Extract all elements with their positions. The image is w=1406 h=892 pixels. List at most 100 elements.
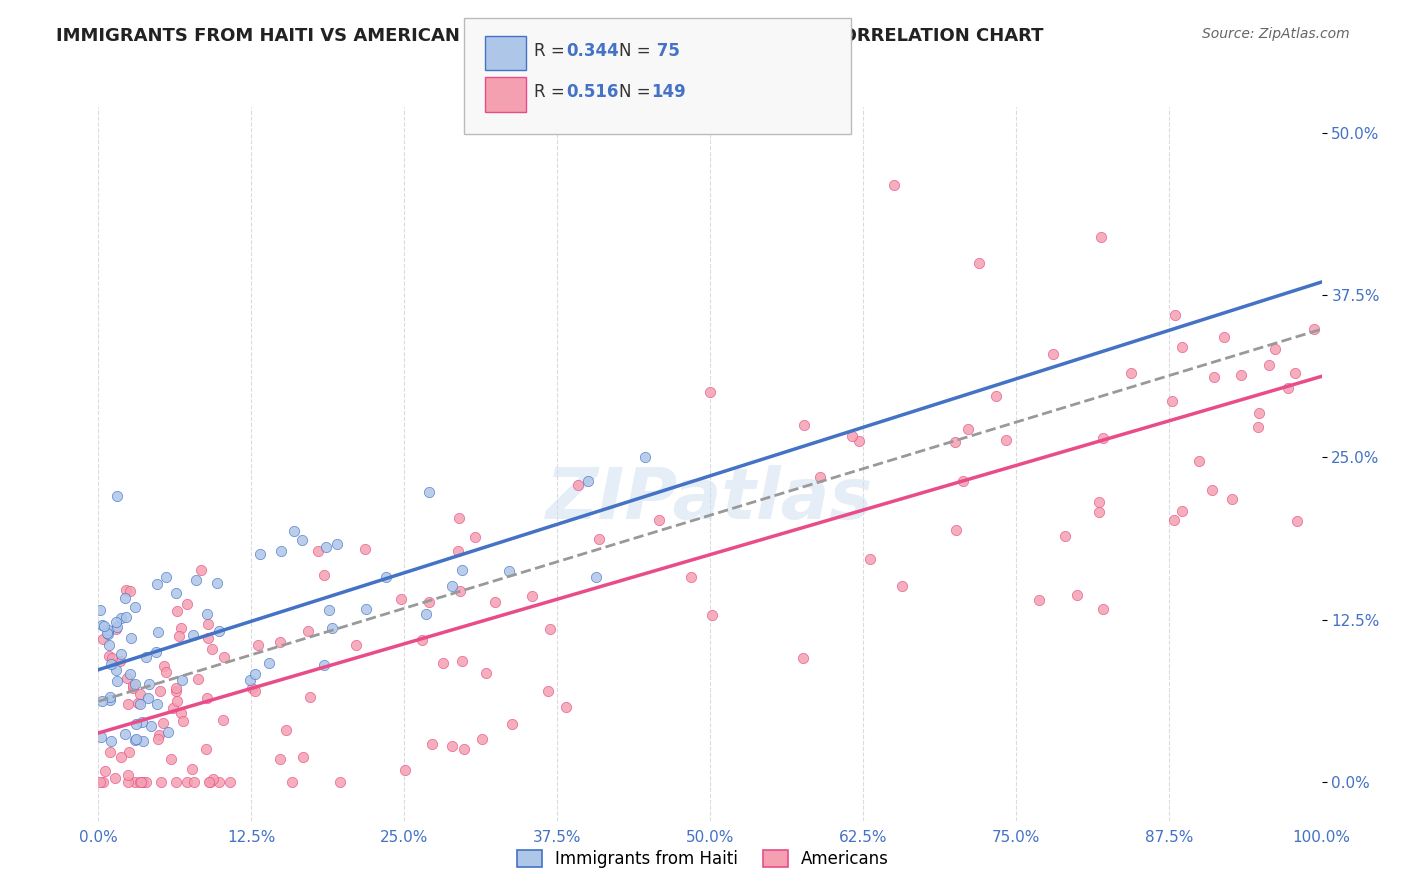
Point [1220, 492, 1243, 507]
Point [585, 570, 607, 584]
Point [176, 774, 198, 789]
Point [540, 622, 562, 636]
Point [165, 681, 187, 696]
Point [176, 597, 198, 611]
Point [98, 648, 121, 663]
Text: 0.344: 0.344 [567, 42, 620, 60]
Point [105, 673, 128, 688]
Point [808, 469, 831, 483]
Point [1160, 393, 1182, 408]
Point [211, 714, 233, 728]
Point [124, 731, 146, 746]
Point [197, 632, 219, 646]
Point [1201, 483, 1223, 497]
Point [952, 474, 974, 488]
Point [141, 719, 163, 733]
Point [89, 603, 111, 617]
Point [97, 623, 120, 637]
Point [1277, 381, 1299, 395]
Point [208, 624, 231, 639]
Point [1258, 358, 1281, 372]
Point [125, 716, 148, 731]
Point [967, 256, 990, 270]
Point [441, 579, 464, 593]
Point [148, 728, 170, 742]
Point [270, 543, 292, 558]
Point [135, 774, 157, 789]
Point [1163, 513, 1185, 527]
Point [848, 434, 870, 449]
Point [180, 762, 202, 776]
Point [166, 604, 188, 618]
Point [183, 774, 205, 789]
Point [162, 701, 184, 715]
Point [243, 684, 266, 698]
Point [135, 650, 157, 665]
Point [117, 697, 139, 711]
Point [418, 484, 440, 499]
Point [110, 647, 132, 661]
Point [1053, 529, 1076, 543]
Point [100, 734, 122, 748]
Point [446, 544, 468, 558]
Point [170, 673, 193, 688]
Point [501, 716, 523, 731]
Point [312, 658, 335, 673]
Point [117, 768, 139, 782]
Point [449, 584, 471, 599]
Point [415, 607, 437, 621]
Point [700, 607, 723, 622]
Point [449, 511, 471, 525]
Point [190, 562, 212, 576]
Point [208, 774, 231, 789]
Point [1088, 505, 1111, 519]
Point [90, 730, 112, 744]
Point [170, 706, 193, 721]
Point [471, 731, 494, 746]
Point [145, 697, 167, 711]
Point [315, 540, 337, 554]
Point [155, 665, 177, 679]
Point [554, 699, 576, 714]
Point [118, 666, 141, 681]
Point [117, 774, 139, 789]
Point [195, 607, 218, 622]
Point [1121, 366, 1143, 380]
Point [648, 513, 671, 527]
Point [93, 632, 115, 646]
Point [375, 570, 398, 584]
Point [453, 742, 475, 756]
Point [240, 681, 263, 695]
Point [299, 690, 322, 704]
Text: 149: 149 [651, 83, 686, 101]
Point [1164, 308, 1187, 322]
Point [98, 690, 121, 705]
Point [1188, 454, 1211, 468]
Point [1264, 343, 1286, 357]
Point [326, 536, 349, 550]
Point [197, 617, 219, 632]
Point [859, 552, 882, 566]
Point [1066, 588, 1088, 602]
Text: ZIPatlas: ZIPatlas [547, 465, 873, 534]
Point [1028, 593, 1050, 607]
Point [441, 739, 464, 753]
Point [1286, 514, 1309, 528]
Point [195, 691, 218, 706]
Point [307, 544, 329, 558]
Point [110, 750, 132, 764]
Point [1303, 321, 1326, 335]
Point [115, 610, 138, 624]
Point [91, 774, 114, 789]
Point [269, 752, 291, 766]
Point [522, 589, 544, 603]
Point [841, 429, 863, 443]
Point [155, 570, 177, 584]
Point [165, 774, 187, 789]
Point [118, 745, 141, 759]
Text: 75: 75 [651, 42, 681, 60]
Text: N =: N = [619, 83, 655, 101]
Point [391, 591, 413, 606]
Point [115, 583, 138, 598]
Point [1171, 340, 1194, 354]
